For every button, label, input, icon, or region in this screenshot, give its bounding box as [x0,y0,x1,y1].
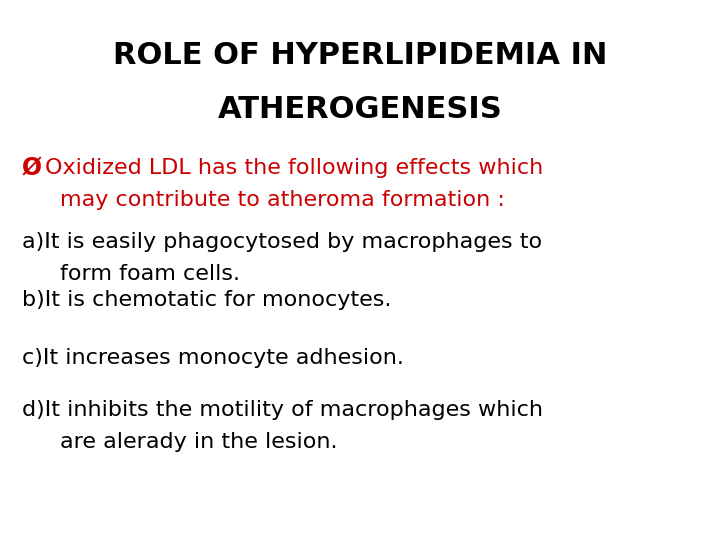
Text: b)It is chemotatic for monocytes.: b)It is chemotatic for monocytes. [22,290,392,310]
Text: form foam cells.: form foam cells. [60,264,240,284]
Text: ROLE OF HYPERLIPIDEMIA IN: ROLE OF HYPERLIPIDEMIA IN [113,40,607,70]
Text: may contribute to atheroma formation :: may contribute to atheroma formation : [60,190,505,210]
Text: ATHEROGENESIS: ATHEROGENESIS [217,96,503,125]
Text: are alerady in the lesion.: are alerady in the lesion. [60,432,338,452]
Text: Oxidized LDL has the following effects which: Oxidized LDL has the following effects w… [45,158,544,178]
Text: d)It inhibits the motility of macrophages which: d)It inhibits the motility of macrophage… [22,400,543,420]
Text: c)It increases monocyte adhesion.: c)It increases monocyte adhesion. [22,348,404,368]
Text: Ø: Ø [22,156,42,180]
Text: a)It is easily phagocytosed by macrophages to: a)It is easily phagocytosed by macrophag… [22,232,542,252]
